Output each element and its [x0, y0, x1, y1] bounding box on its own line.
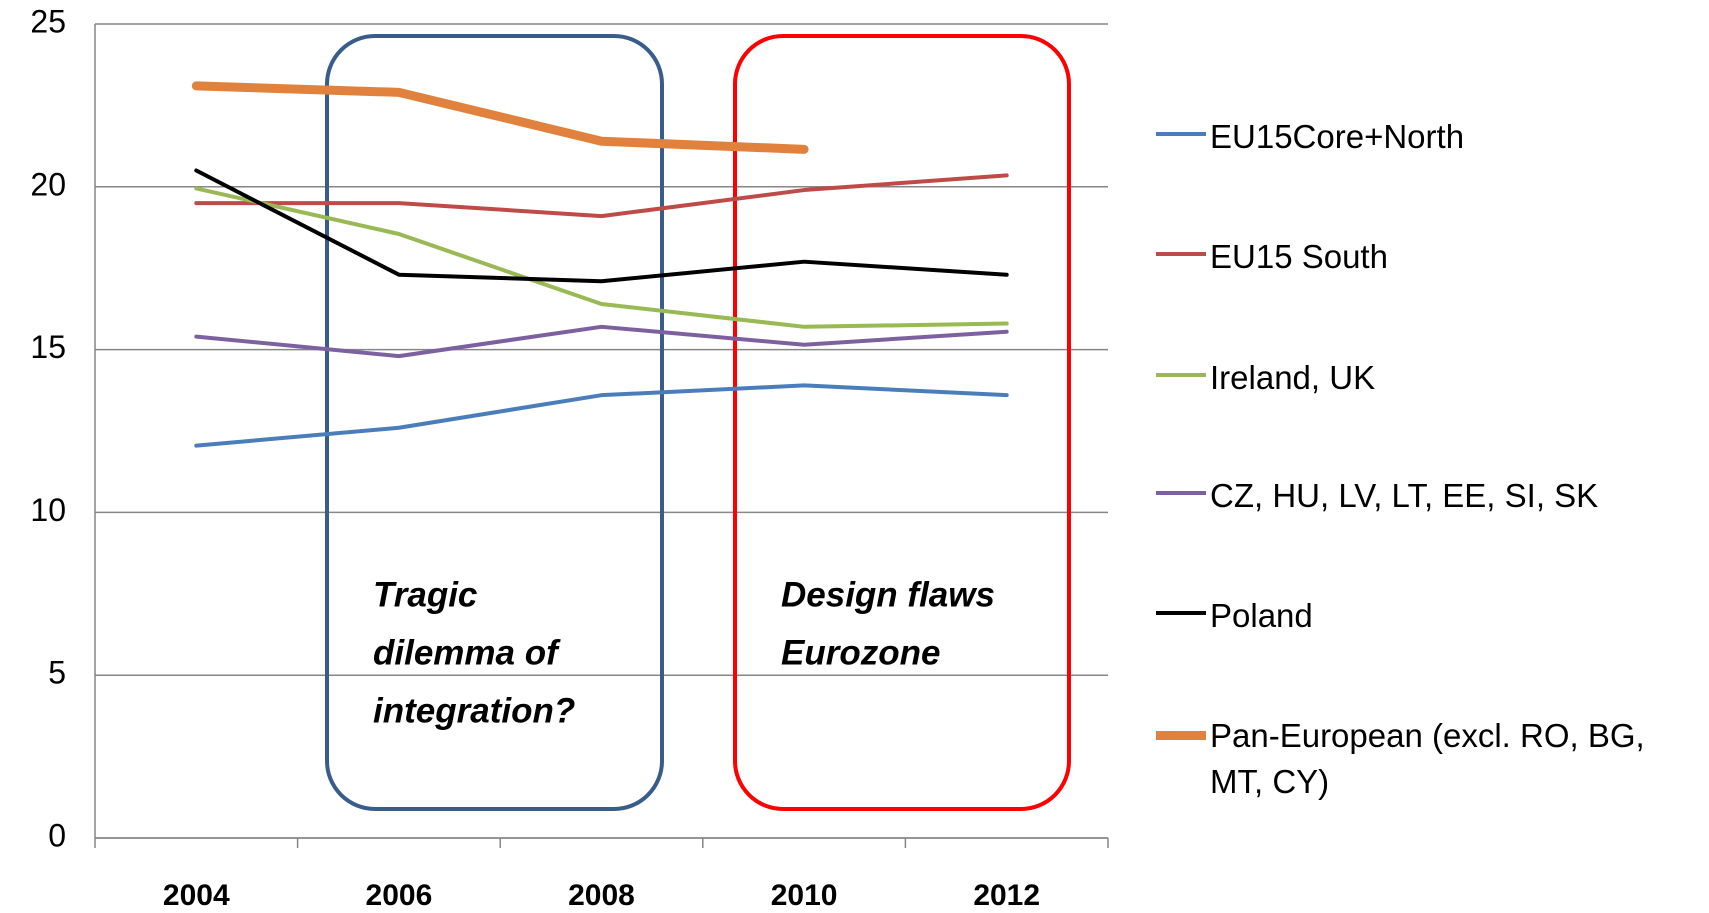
legend-label: Ireland, UK: [1210, 359, 1376, 396]
legend-swatch: [1156, 373, 1206, 377]
annotation-text: Design flaws: [781, 575, 995, 614]
legend-swatch: [1156, 132, 1206, 136]
annotation-text: dilemma of: [373, 633, 561, 672]
legend-swatch: [1156, 252, 1206, 256]
x-tick-label: 2006: [366, 879, 433, 912]
legend-label: Pan-European (excl. RO, BG, MT, CY): [1210, 717, 1645, 800]
legend-item: Poland: [1156, 593, 1700, 639]
legend-swatch: [1156, 731, 1206, 740]
legend-item: Ireland, UK: [1156, 355, 1700, 401]
y-tick-label: 10: [30, 492, 66, 528]
legend-label: CZ, HU, LV, LT, EE, SI, SK: [1210, 477, 1599, 514]
y-tick-label: 25: [30, 3, 66, 39]
legend-item: CZ, HU, LV, LT, EE, SI, SK: [1156, 473, 1700, 519]
annotation-box: [325, 34, 664, 811]
legend-swatch: [1156, 491, 1206, 495]
series-line: [194, 173, 1009, 219]
annotation-text: integration?: [373, 691, 575, 730]
annotation-text: Eurozone: [781, 633, 940, 672]
y-tick-label: 5: [48, 655, 66, 691]
legend-item: EU15Core+North: [1156, 114, 1700, 160]
x-tick-label: 2012: [973, 879, 1040, 912]
series-line: [194, 324, 1009, 359]
series-line: [194, 168, 1009, 284]
y-tick-label: 0: [48, 817, 66, 853]
series-line: [191, 81, 809, 154]
annotation-box: [733, 34, 1071, 811]
legend-item: Pan-European (excl. RO, BG, MT, CY): [1156, 713, 1700, 805]
y-tick-label: 15: [30, 329, 66, 365]
x-tick-label: 2008: [568, 879, 635, 912]
annotation-text: Tragic: [373, 575, 477, 614]
series-line: [194, 186, 1009, 329]
legend-label: EU15Core+North: [1210, 118, 1465, 155]
legend-label: Poland: [1210, 597, 1313, 634]
legend-label: EU15 South: [1210, 238, 1388, 275]
x-tick-label: 2010: [771, 879, 838, 912]
x-tick-label: 2004: [163, 879, 230, 912]
legend-item: EU15 South: [1156, 234, 1700, 280]
legend-swatch: [1156, 611, 1206, 615]
y-tick-label: 20: [30, 166, 66, 202]
series-line: [194, 383, 1009, 448]
